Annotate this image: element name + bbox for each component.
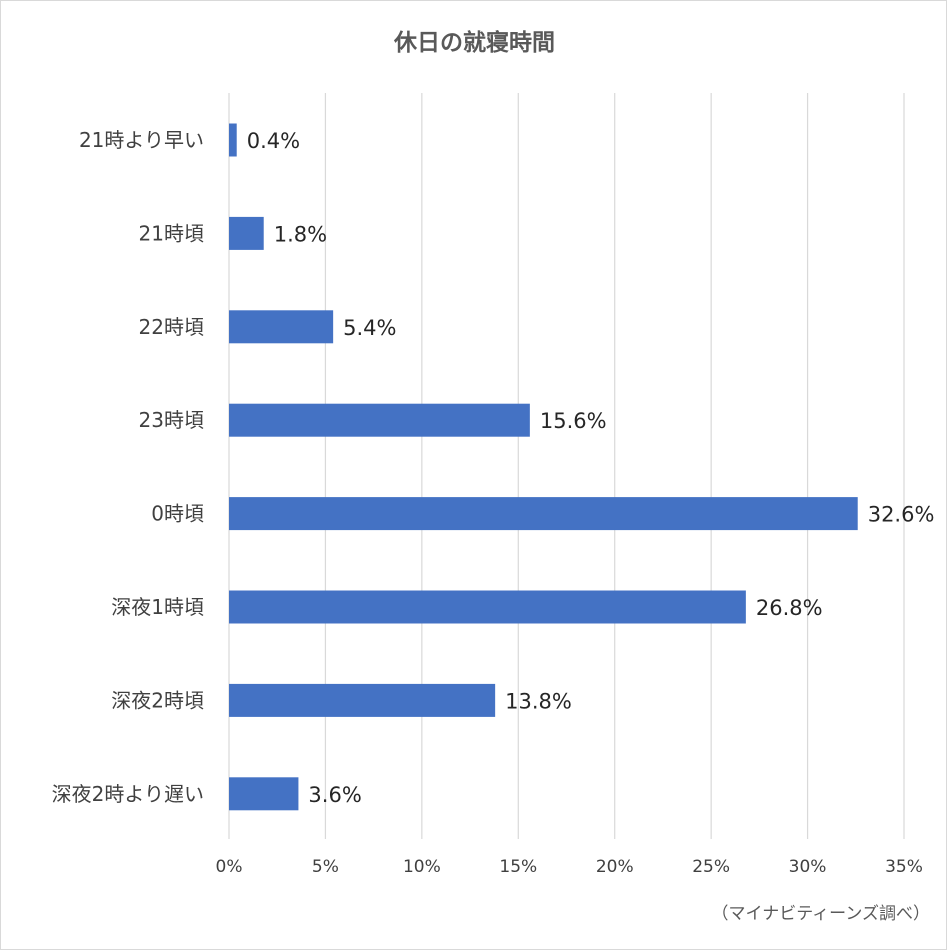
category-label: 23時頃 (139, 408, 204, 432)
gridlines (228, 93, 905, 839)
category-label: 22時頃 (139, 315, 204, 339)
data-label: 0.4% (247, 129, 300, 153)
bar (229, 403, 530, 437)
data-label: 3.6% (308, 783, 361, 807)
data-label: 1.8% (274, 222, 327, 246)
bar (229, 216, 264, 250)
data-label: 5.4% (343, 316, 396, 340)
x-tick-label: 30% (789, 857, 827, 877)
category-label: 21時頃 (139, 221, 204, 245)
data-label: 26.8% (756, 596, 823, 620)
bar (229, 123, 237, 157)
x-tick-label: 5% (312, 857, 339, 877)
data-label: 32.6% (868, 503, 935, 527)
category-label: 深夜2時頃 (111, 688, 204, 712)
x-tick-labels: 0% 5% 10% 15% 20% 25% 30% 35% (216, 857, 923, 877)
bar (229, 777, 299, 811)
bar (229, 497, 858, 531)
x-tick-label: 10% (403, 857, 441, 877)
bar (229, 310, 334, 344)
source-note: （マイナビティーンズ調べ） (711, 904, 930, 924)
x-tick-label: 35% (885, 857, 923, 877)
bar (229, 683, 496, 717)
x-tick-label: 0% (216, 857, 243, 877)
x-tick-label: 25% (692, 857, 730, 877)
category-label: 深夜1時頃 (111, 595, 204, 619)
category-label: 深夜2時より遅い (52, 782, 204, 806)
category-label: 21時より早い (79, 128, 204, 152)
data-label: 13.8% (505, 689, 572, 713)
category-label: 0時頃 (151, 502, 204, 526)
x-tick-label: 15% (499, 857, 537, 877)
bars (229, 123, 858, 811)
data-label: 15.6% (540, 409, 607, 433)
chart-title: 休日の就寝時間 (394, 30, 555, 56)
x-tick-label: 20% (596, 857, 634, 877)
data-labels: 0.4% 1.8% 5.4% 15.6% 32.6% 26.8% 13.8% 3.6% (247, 129, 935, 807)
bar (229, 590, 746, 624)
